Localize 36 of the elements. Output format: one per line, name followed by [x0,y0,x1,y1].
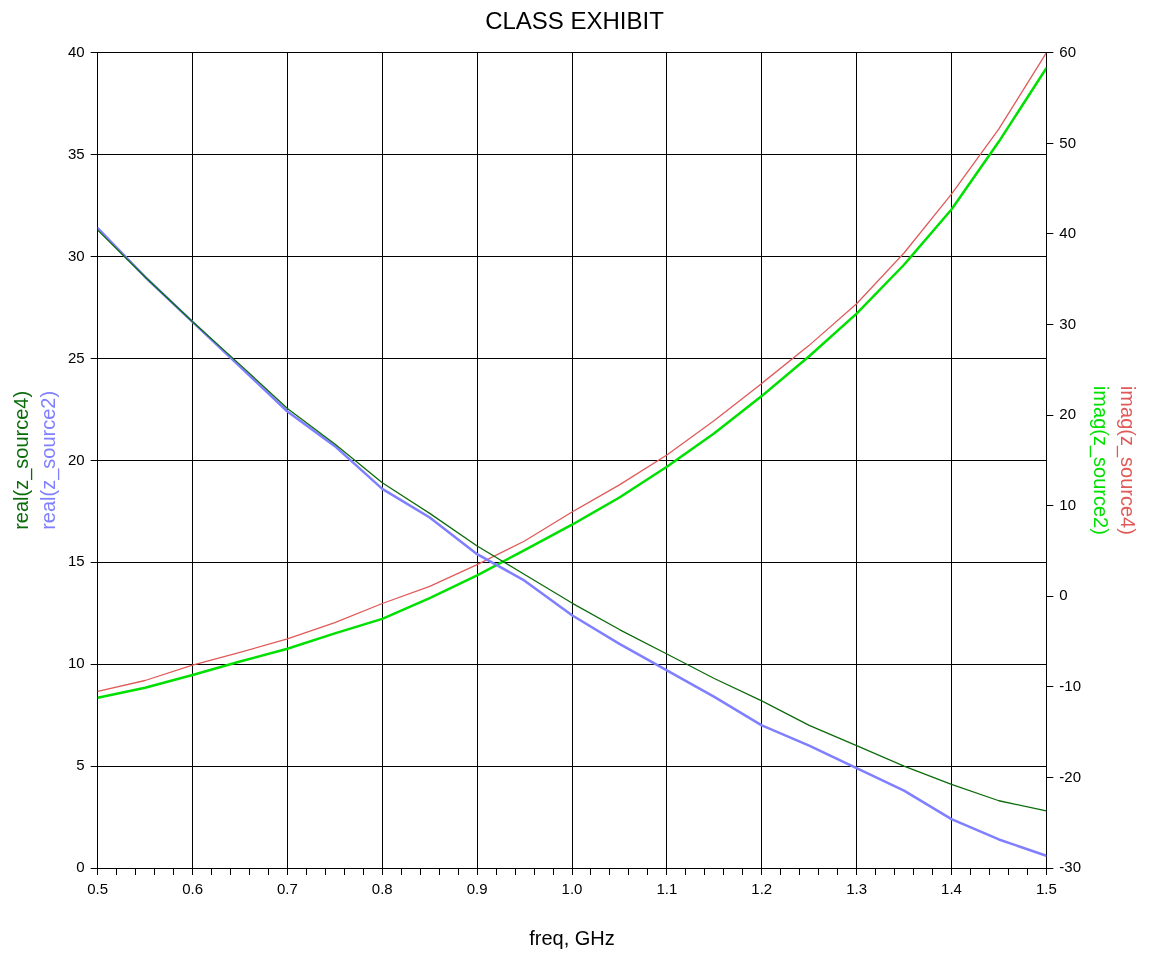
x-tick-label: 0.5 [87,880,109,898]
y-tick-label: 5 [76,756,85,774]
x-tick-label: 0.8 [371,880,393,898]
y-tick-label: 15 [68,552,85,570]
y-tick-label: 10 [68,654,85,672]
y2-tick-label: 60 [1059,42,1077,60]
chart-title: CLASS EXHIBIT [485,7,665,35]
text: real(z_source2) [36,390,60,530]
x-tick-label: 0.6 [182,880,203,898]
y-tick-label: 25 [68,348,85,366]
y2-tick-label: -20 [1059,767,1082,785]
y2-tick-label: 0 [1059,586,1068,604]
x-tick-label: 1.0 [561,880,583,898]
x-tick-label: 1.1 [656,880,678,898]
x-axis-title: freq, GHz [529,926,615,949]
x-tick-label: 1.5 [1035,880,1057,898]
x-tick-label: 0.7 [276,880,298,898]
y-tick-label: 40 [68,42,85,60]
text: imag(z_source4) [1116,385,1140,535]
x-tick-label: 0.9 [466,880,488,898]
y2-tick-label: 40 [1059,224,1077,242]
y2-tick-label: 20 [1059,405,1077,423]
text: real(z_source4) [9,390,33,530]
y2-tick-label: 10 [1059,495,1077,513]
y2-tick-label: 50 [1059,133,1077,151]
y2-tick-label: -30 [1059,858,1082,876]
y2-tick-label: -10 [1059,676,1082,694]
y-tick-label: 35 [68,144,85,162]
x-tick-label: 1.2 [751,880,773,898]
x-tick-label: 1.3 [846,880,868,898]
y-tick-label: 20 [68,450,85,468]
text: imag(z_source2) [1089,385,1113,535]
y-tick-label: 0 [76,858,85,876]
y-tick-label: 30 [68,246,85,264]
y2-tick-label: 30 [1059,314,1077,332]
x-tick-label: 1.4 [941,880,962,898]
